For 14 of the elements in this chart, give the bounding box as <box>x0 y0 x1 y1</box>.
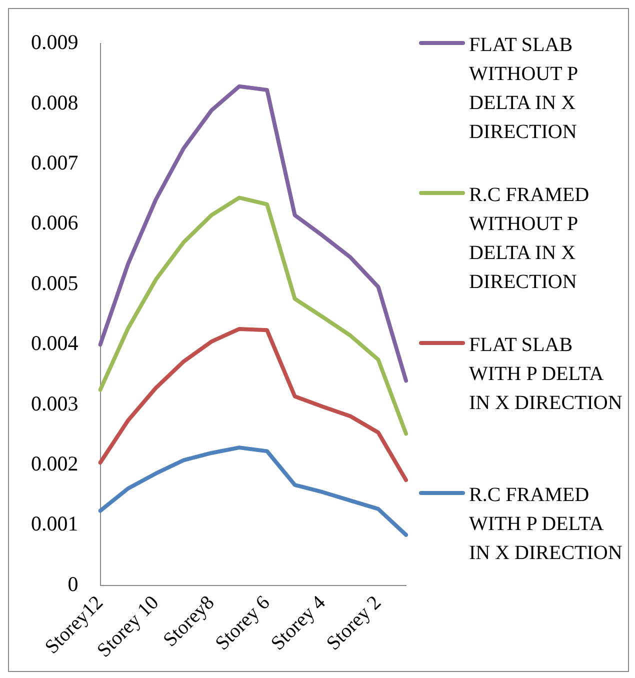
y-tick-label: 0.008 <box>31 90 78 114</box>
y-tick-label: 0.004 <box>31 331 79 356</box>
y-tick-label: 0.003 <box>31 391 78 416</box>
legend-label: R.C FRAMED WITHOUT P DELTA IN X DIRECTION <box>469 183 590 295</box>
legend-label: FLAT SLAB WITH P DELTA IN X DIRECTION <box>469 333 624 416</box>
y-tick-label: 0.002 <box>31 452 78 476</box>
y-tick-label: 0.006 <box>31 210 78 235</box>
y-tick-label: 0.005 <box>31 270 78 295</box>
y-tick-label: 0.001 <box>31 512 78 536</box>
y-tick-label: 0.007 <box>31 150 78 175</box>
legend-label: FLAT SLAB WITHOUT P DELTA IN X DIRECTION <box>469 33 578 145</box>
y-tick-label: 0.009 <box>31 30 78 54</box>
legend-label: R.C FRAMED WITH P DELTA IN X DIRECTION <box>469 483 624 566</box>
y-tick-label: 0 <box>68 572 78 596</box>
